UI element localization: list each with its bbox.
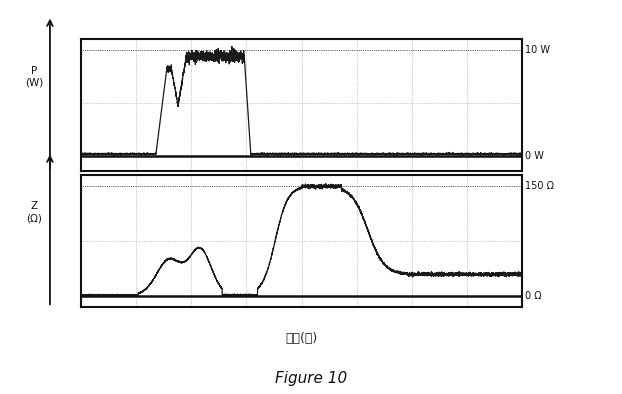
Text: 150 Ω: 150 Ω (525, 181, 554, 191)
Text: Z
(Ω): Z (Ω) (27, 201, 42, 223)
Text: P
(W): P (W) (26, 65, 44, 87)
Text: 0 Ω: 0 Ω (525, 291, 541, 301)
Text: 0 W: 0 W (525, 151, 544, 160)
Text: 時間(秒): 時間(秒) (285, 333, 318, 345)
Text: Figure 10: Figure 10 (275, 371, 347, 386)
Text: 10 W: 10 W (525, 45, 550, 55)
